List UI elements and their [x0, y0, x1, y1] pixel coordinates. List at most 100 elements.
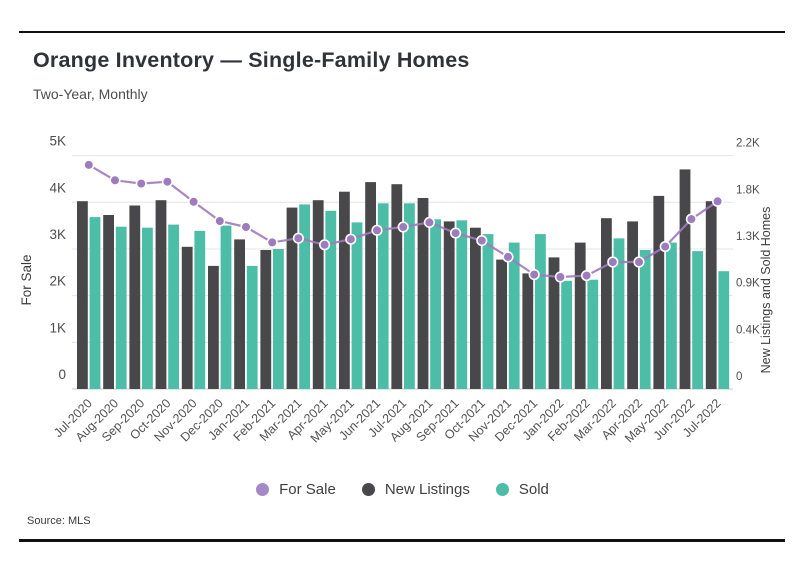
for-sale-point [214, 215, 226, 227]
right-axis-tick: 2.2K [736, 138, 760, 150]
bar-new-listings [365, 182, 376, 389]
bar-sold [220, 225, 232, 389]
for-sale-point [161, 176, 173, 188]
for-sale-point [240, 221, 252, 233]
left-axis-title: For Sale [19, 254, 34, 305]
bar-new-listings [653, 195, 665, 389]
for-sale-point [83, 159, 95, 171]
legend-dot-icon [256, 483, 270, 496]
bar-sold [587, 279, 599, 389]
bar-sold [325, 210, 337, 389]
right-axis-tick: 0.9K [736, 278, 760, 290]
bar-sold [299, 204, 310, 389]
left-axis-tick: 1K [49, 320, 66, 335]
for-sale-point [659, 241, 671, 253]
bar-sold [508, 242, 520, 389]
chart-subtitle: Two-Year, Monthly [33, 86, 148, 102]
bar-new-listings [705, 201, 717, 389]
for-sale-point [397, 221, 409, 233]
bar-new-listings [339, 191, 350, 389]
for-sale-point [607, 256, 619, 268]
legend-item-new-listings: New Listings [361, 481, 470, 498]
bar-sold [430, 219, 441, 389]
legend-label: Sold [518, 481, 549, 498]
bar-new-listings [103, 215, 114, 389]
bar-sold [351, 222, 363, 389]
for-sale-point [423, 216, 436, 228]
top-rule [19, 31, 785, 33]
legend-label: New Listings [384, 481, 470, 498]
bar-new-listings [391, 184, 403, 389]
legend-dot-icon [495, 483, 509, 496]
bar-new-listings [312, 200, 324, 389]
bar-sold [456, 220, 468, 389]
for-sale-point [711, 195, 724, 207]
bar-new-listings [522, 273, 534, 389]
bar-new-listings [234, 239, 245, 389]
for-sale-point [109, 174, 121, 186]
for-sale-point [476, 235, 488, 247]
for-sale-point [319, 239, 331, 251]
bar-new-listings [574, 242, 586, 389]
bar-new-listings [548, 257, 560, 389]
bar-sold [482, 234, 494, 389]
bar-new-listings [496, 259, 507, 389]
for-sale-point [450, 227, 462, 239]
bar-sold [404, 203, 415, 389]
for-sale-point [292, 232, 305, 244]
for-sale-point [502, 251, 514, 263]
bar-sold [666, 242, 677, 389]
bar-sold [561, 280, 572, 389]
bar-sold [168, 224, 179, 389]
bar-new-listings [129, 205, 141, 389]
bar-sold [535, 234, 546, 389]
bar-sold [273, 249, 284, 389]
for-sale-point [528, 269, 540, 281]
right-axis-tick: 0 [736, 371, 742, 383]
left-axis-tick: 0 [58, 367, 66, 382]
left-axis-tick: 5K [49, 134, 66, 149]
bar-sold [377, 203, 389, 389]
legend-label: For Sale [279, 481, 336, 498]
right-axis-tick: 0.4K [736, 324, 760, 336]
for-sale-point [188, 196, 200, 208]
bar-sold [718, 271, 730, 389]
left-axis-tick: 4K [49, 180, 66, 195]
for-sale-point [554, 271, 567, 283]
for-sale-point [580, 270, 593, 282]
chart-legend: For Sale New Listings Sold [25, 481, 780, 498]
bar-new-listings [627, 221, 638, 389]
bar-new-listings [470, 227, 481, 389]
right-axis-title: New Listings and Sold Homes [759, 207, 773, 374]
chart-title: Orange Inventory — Single-Family Homes [33, 48, 470, 72]
for-sale-point [633, 256, 645, 268]
legend-item-sold: Sold [495, 481, 549, 498]
bar-sold [142, 227, 153, 389]
bar-sold [613, 238, 625, 389]
legend-dot-icon [361, 483, 375, 496]
bar-new-listings [286, 207, 298, 389]
right-axis-tick: 1.3K [736, 231, 760, 243]
bottom-rule [19, 539, 785, 542]
for-sale-point [371, 224, 383, 236]
right-axis-tick: 1.8K [736, 184, 760, 196]
for-sale-point [266, 236, 278, 248]
legend-item-for-sale: For Sale [256, 481, 336, 498]
for-sale-point [685, 213, 698, 225]
for-sale-point [135, 178, 147, 190]
source-note: Source: MLS [27, 515, 91, 527]
bar-new-listings [208, 265, 219, 389]
bar-sold [115, 226, 127, 389]
bar-sold [246, 265, 258, 389]
for-sale-point [345, 233, 357, 245]
bar-sold [89, 217, 101, 389]
left-axis-tick: 2K [49, 274, 66, 289]
bar-sold [639, 250, 651, 389]
bar-new-listings [443, 221, 455, 389]
bar-sold [194, 230, 206, 389]
bar-new-listings [260, 250, 272, 389]
bar-new-listings [155, 200, 167, 389]
bar-new-listings [77, 201, 88, 389]
